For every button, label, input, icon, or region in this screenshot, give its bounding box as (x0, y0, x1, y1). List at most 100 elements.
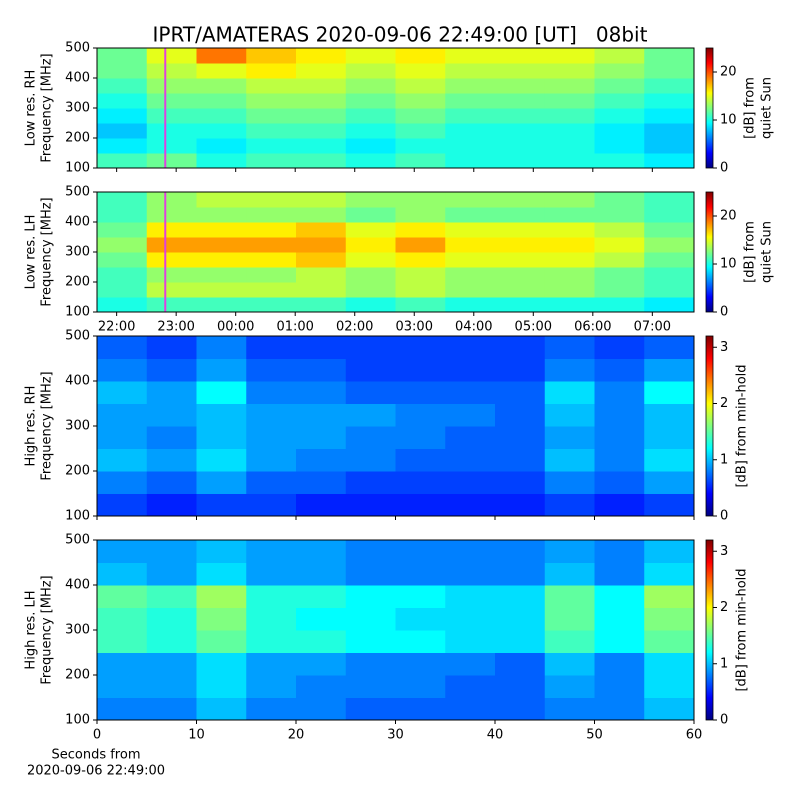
heatmap-cell (345, 63, 396, 79)
heatmap-cell (196, 108, 247, 124)
y-tick-label: 200 (65, 464, 90, 479)
heatmap-cell (495, 63, 546, 79)
heatmap-cell (495, 93, 546, 109)
heatmap-cell (495, 78, 546, 94)
y-tick-label: 100 (65, 305, 90, 320)
heatmap-cell (246, 252, 297, 268)
heatmap-cell (196, 493, 247, 517)
heatmap-cell (395, 192, 446, 208)
heatmap-cell (97, 403, 148, 427)
heatmap-cell (296, 237, 347, 253)
heatmap-cell (395, 153, 446, 169)
colorbar-tick-label: 0 (720, 713, 728, 728)
heatmap-cell (146, 153, 197, 169)
heatmap-cell (196, 123, 247, 139)
heatmap-cell (246, 93, 297, 109)
heatmap-cell (544, 78, 595, 94)
heatmap-cell (97, 252, 148, 268)
heatmap-cell (146, 697, 197, 721)
heatmap-cell (445, 207, 496, 223)
heatmap-cell (146, 585, 197, 608)
heatmap-cell (196, 607, 247, 631)
heatmap-cell (445, 48, 496, 64)
heatmap-cell (594, 336, 645, 359)
heatmap-cell (296, 63, 347, 79)
heatmap-cell (495, 138, 546, 154)
heatmap-cell (296, 267, 347, 283)
heatmap-cell (445, 222, 496, 238)
y-tick-label: 400 (65, 215, 90, 230)
heatmap-cell (644, 237, 695, 253)
colorbar-label: [dB] from min-hold (735, 364, 750, 487)
heatmap-cell (495, 358, 546, 382)
heatmap-cell (246, 207, 297, 223)
y-tick-label: 200 (65, 275, 90, 290)
heatmap-cell (594, 282, 645, 298)
heatmap-cell (345, 585, 396, 608)
heatmap-cell (345, 153, 396, 169)
heatmap-cell (644, 585, 695, 608)
heatmap-cell (296, 652, 347, 676)
heatmap-cell (644, 403, 695, 427)
heatmap-cell (544, 138, 595, 154)
colorbar-tick-label: 1 (720, 656, 728, 671)
heatmap-cell (246, 540, 297, 563)
heatmap-cell (246, 237, 297, 253)
heatmap-cell (146, 48, 197, 64)
heatmap-cell (644, 207, 695, 223)
colorbar-tick-label: 2 (720, 600, 728, 615)
y-tick-label: 500 (65, 41, 90, 56)
colorbar-tick-label: 20 (720, 209, 737, 224)
heatmap-cell (445, 675, 496, 698)
heatmap-cell (445, 237, 496, 253)
y-tick-label: 200 (65, 668, 90, 683)
heatmap-cell (146, 358, 197, 382)
colorbar-label: [dB] from (743, 77, 758, 139)
y-tick-label: 500 (65, 533, 90, 548)
heatmap-cell (495, 123, 546, 139)
heatmap-cell (196, 426, 247, 449)
heatmap-cell (246, 153, 297, 169)
heatmap-cell (296, 403, 347, 427)
colorbar-tick-label: 0 (720, 509, 728, 524)
x-tick-label: 22:00 (98, 320, 135, 335)
heatmap-cell (196, 78, 247, 94)
heatmap-cell (594, 675, 645, 698)
heatmap-cell (97, 93, 148, 109)
heatmap-cell (146, 471, 197, 494)
heatmap-cell (395, 237, 446, 253)
heatmap-cell (395, 493, 446, 517)
heatmap-cell (246, 123, 297, 139)
heatmap-cell (395, 448, 446, 472)
y-axis-label: Frequency [MHz] (40, 371, 55, 480)
heatmap-cell (345, 78, 396, 94)
heatmap-cell (246, 426, 297, 449)
heatmap-cell (196, 192, 247, 208)
heatmap-cell (594, 426, 645, 449)
heatmap-cell (296, 358, 347, 382)
heatmap-cell (594, 63, 645, 79)
heatmap-cell (395, 93, 446, 109)
y-axis-label: High res. RH (24, 386, 39, 467)
heatmap-cell (644, 192, 695, 208)
heatmap-cell (196, 222, 247, 238)
heatmap-cell (445, 381, 496, 404)
heatmap-cell (246, 381, 297, 404)
heatmap-cell (97, 562, 148, 586)
heatmap-cell (445, 448, 496, 472)
heatmap-cell (97, 540, 148, 563)
colorbar-tick-label: 0 (720, 161, 728, 176)
heatmap-cell (97, 63, 148, 79)
heatmap-cell (146, 282, 197, 298)
heatmap-cell (196, 540, 247, 563)
heatmap-cell (97, 153, 148, 169)
heatmap-cell (544, 403, 595, 427)
heatmap-cell (544, 252, 595, 268)
heatmap-cell (544, 63, 595, 79)
heatmap-cell (395, 585, 446, 608)
x-tick-label: 07:00 (634, 320, 671, 335)
heatmap-cell (445, 153, 496, 169)
heatmap-cell (445, 630, 496, 653)
heatmap-cell (544, 607, 595, 631)
x-axis-label: 2020-09-06 22:49:00 (27, 764, 165, 779)
